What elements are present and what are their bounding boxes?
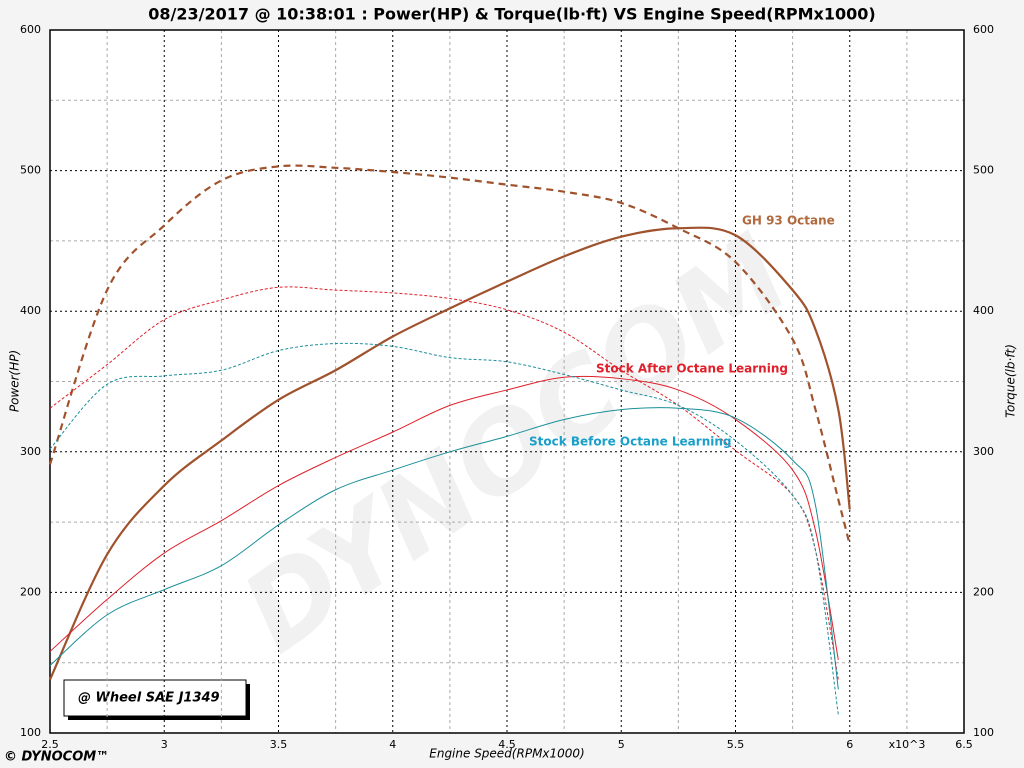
series-label: GH 93 Octane (742, 214, 835, 228)
note-box (63, 679, 247, 717)
torque-line (48, 164, 851, 545)
series-label: Stock After Octane Learning (596, 362, 788, 376)
y-tick-label: 600 (20, 23, 41, 36)
y-tick-label: 100 (20, 726, 41, 739)
x-tick-label: 6.5 (955, 738, 973, 751)
series-label: Stock Before Octane Learning (529, 435, 731, 449)
y-tick-label: 300 (20, 445, 41, 458)
logo: © DYNOCOM™ (4, 750, 109, 765)
torque-line (49, 286, 839, 680)
x-multiplier: x10^3 (889, 738, 926, 751)
y2-tick-label: 400 (973, 304, 994, 317)
power-line (48, 226, 851, 681)
x-tick-label: 4.5 (498, 738, 516, 751)
power-line (49, 407, 839, 690)
y2-tick-label: 600 (973, 23, 994, 36)
y-tick-label: 200 (20, 585, 41, 598)
y2-tick-label: 100 (973, 726, 994, 739)
x-axis-label: Engine Speed(RPMx1000) (429, 747, 585, 761)
x-tick-label: 3 (161, 738, 168, 751)
y2-tick-label: 200 (973, 585, 994, 598)
y-tick-label: 500 (20, 164, 41, 177)
note: @ Wheel SAE J1349 (78, 691, 220, 706)
x-tick-label: 6 (846, 738, 853, 751)
x-tick-label: 4 (389, 738, 396, 751)
power-line (49, 375, 839, 660)
torque-line (49, 342, 839, 715)
y-axis-label: Power(HP) (8, 350, 22, 412)
y2-axis-label: Torque(lb·ft) (1004, 344, 1018, 418)
x-tick-label: 5.5 (727, 738, 745, 751)
y2-tick-label: 300 (973, 445, 994, 458)
plot-frame (49, 29, 965, 734)
x-tick-label: 3.5 (270, 738, 288, 751)
x-tick-label: 5 (618, 738, 625, 751)
x-tick-label: 2.5 (41, 738, 59, 751)
chart-title: 08/23/2017 @ 10:38:01 : Power(HP) & Torq… (148, 5, 875, 24)
y2-tick-label: 500 (973, 164, 994, 177)
y-tick-label: 400 (20, 304, 41, 317)
